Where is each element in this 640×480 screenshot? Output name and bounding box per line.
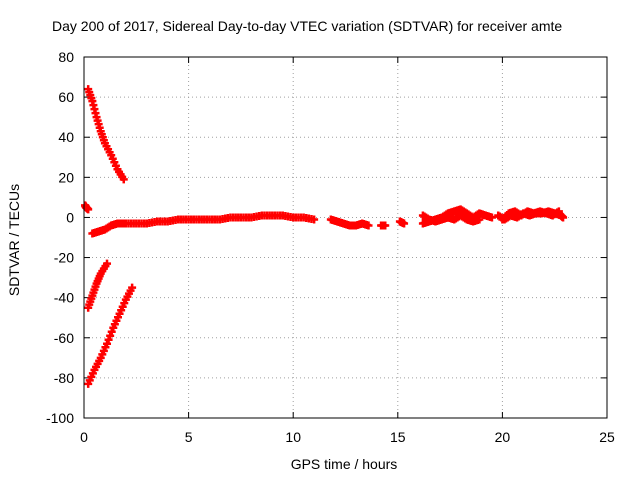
- data-point: [554, 207, 563, 216]
- y-tick-label: 20: [58, 169, 74, 185]
- x-tick-label: 20: [495, 429, 511, 445]
- series-trace-20-23h-low: [498, 207, 563, 224]
- y-tick-label: 0: [66, 209, 74, 225]
- data-point: [381, 221, 390, 230]
- x-tick-label: 15: [390, 429, 406, 445]
- x-axis-ticks: 0 5 10 15 20 25: [80, 57, 615, 445]
- grid-lines: [84, 57, 607, 418]
- data-point: [487, 213, 496, 222]
- series-trace-16-19h-low: [418, 211, 484, 226]
- x-tick-label: 0: [80, 429, 88, 445]
- data-point: [103, 259, 112, 268]
- data-point: [559, 213, 568, 222]
- series-trace-12h: [326, 215, 373, 230]
- data-points: [81, 85, 568, 388]
- y-tick-label: 80: [58, 49, 74, 65]
- data-point: [103, 339, 112, 348]
- plot-frame: [83, 56, 608, 419]
- data-point: [400, 219, 409, 228]
- data-point: [106, 331, 115, 340]
- data-point: [475, 215, 484, 224]
- data-point: [364, 221, 373, 230]
- data-point: [128, 283, 137, 292]
- x-tick-label: 10: [285, 429, 301, 445]
- series-mid-branch: [81, 201, 93, 214]
- series-neg-branch-1: [84, 259, 112, 312]
- data-point: [104, 335, 113, 344]
- data-point: [107, 327, 116, 336]
- data-point: [84, 205, 93, 214]
- series-upper-branch: [84, 85, 128, 184]
- y-tick-label: -100: [46, 410, 74, 426]
- series-trace-14h: [377, 221, 390, 230]
- series-trace-15h: [395, 217, 409, 228]
- y-tick-label: -80: [54, 370, 74, 386]
- series-neg-branch-2: [84, 283, 137, 388]
- y-tick-label: 60: [58, 89, 74, 105]
- x-axis-label: GPS time / hours: [290, 456, 398, 472]
- x-tick-label: 5: [185, 429, 193, 445]
- data-point: [310, 215, 319, 224]
- y-tick-label: 40: [58, 129, 74, 145]
- series-main-trace: [88, 211, 319, 238]
- x-tick-label: 25: [599, 429, 615, 445]
- chart-title: Day 200 of 2017, Sidereal Day-to-day VTE…: [52, 18, 563, 34]
- y-tick-label: -60: [54, 330, 74, 346]
- y-tick-label: -40: [54, 290, 74, 306]
- data-point: [119, 175, 128, 184]
- y-axis-ticks: -100 -80 -60 -40 -20 0 20 40 60 80: [46, 49, 607, 426]
- y-tick-label: -20: [54, 250, 74, 266]
